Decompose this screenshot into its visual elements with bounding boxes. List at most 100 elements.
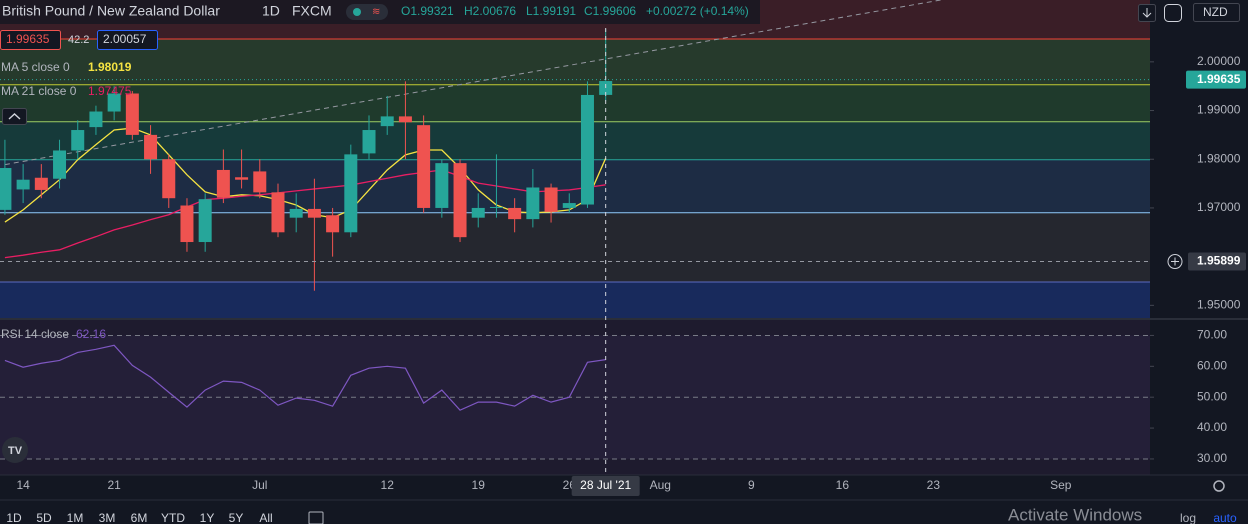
watermark: Activate Windows [1008, 505, 1142, 524]
rsi-axis [1150, 320, 1248, 475]
candle-body [271, 192, 285, 233]
candle-body [562, 203, 576, 208]
candle-body [53, 150, 67, 179]
candle-body [344, 154, 358, 233]
candle-body [508, 207, 522, 220]
candle-body [89, 111, 103, 128]
timeframe-button[interactable]: 1M [67, 511, 84, 524]
candle-body [125, 93, 139, 135]
x-tick-label: 9 [748, 478, 755, 492]
currency: NZD [1203, 5, 1228, 19]
candle-body [144, 134, 158, 160]
candle-body [198, 199, 212, 243]
y-tick-label: 40.00 [1197, 420, 1227, 434]
exchange: FXCM [292, 3, 332, 19]
candle-body [580, 94, 594, 205]
crosshair-price-label: 1.95899 [1197, 254, 1241, 268]
moving-average [4, 169, 606, 259]
candle-body [453, 163, 467, 238]
ohlc-open: O1.99321 [401, 4, 454, 18]
ma5-legend: MA 5 close 0 [1, 60, 70, 74]
last-price-label: 1.99635 [1197, 72, 1241, 86]
bottom-toolbar [0, 500, 1248, 524]
logo-mark: TV [8, 445, 23, 457]
timeframe-button[interactable]: 1Y [200, 511, 215, 524]
y-tick-label: 1.98000 [1197, 151, 1241, 165]
candle-body [489, 206, 503, 208]
candle-body [471, 207, 485, 218]
candle-body [34, 177, 48, 190]
moving-average [4, 127, 607, 223]
ohlc-low: L1.99191 [526, 4, 576, 18]
crosshair-time-label: 28 Jul '21 [580, 478, 631, 492]
timeframe-button[interactable]: 5Y [229, 511, 244, 524]
bid-box[interactable] [0, 30, 61, 50]
ask: 2.00057 [103, 32, 147, 46]
status-pill[interactable] [346, 4, 388, 20]
candle-body [417, 125, 431, 208]
level-band [0, 121, 1150, 160]
x-tick-label: Sep [1050, 478, 1072, 492]
candle-body [398, 116, 412, 123]
market-status [353, 8, 361, 16]
candle-body [162, 159, 176, 199]
candle-body [362, 130, 376, 154]
symbol: British Pound / New Zealand Dollar [2, 3, 220, 19]
y-tick-label: 30.00 [1197, 451, 1227, 465]
candle-body [0, 168, 12, 210]
ohlc-high: H2.00676 [464, 4, 516, 18]
rsi-line [4, 344, 606, 411]
ma5-value: 1.98019 [88, 60, 132, 74]
y-tick-label: 70.00 [1197, 328, 1227, 342]
candle-body [380, 116, 394, 127]
level-band [0, 38, 1150, 85]
ma21-value: 1.97475 [88, 84, 132, 98]
candle-body [526, 187, 540, 220]
timeframe-button[interactable]: 1D [6, 511, 22, 524]
x-tick-label: 12 [381, 478, 395, 492]
timeframe-button[interactable]: YTD [161, 511, 185, 524]
candle-body [544, 187, 558, 212]
candle-body [16, 179, 30, 190]
timeframe-button[interactable]: All [259, 511, 272, 524]
level-band [0, 84, 1150, 122]
level-band [0, 281, 1150, 318]
settings-icon[interactable] [1213, 480, 1225, 492]
currency-button[interactable] [1193, 3, 1240, 22]
candle-body [326, 215, 340, 233]
candle-body [253, 171, 267, 193]
candle-body [107, 93, 121, 112]
x-tick-label: Jul [252, 478, 267, 492]
date-range-icon[interactable] [308, 511, 324, 524]
interval[interactable]: 1D [262, 3, 280, 19]
scale-mode[interactable]: log [1180, 511, 1196, 524]
candle-body [307, 208, 321, 218]
y-tick-label: 50.00 [1197, 389, 1227, 403]
spread: 42.2 [68, 34, 89, 46]
scale-mode[interactable]: auto [1213, 511, 1237, 524]
y-tick-label: 1.95000 [1197, 298, 1241, 312]
candle-body [289, 208, 303, 218]
logo [2, 437, 28, 463]
y-tick-label: 1.97000 [1197, 200, 1241, 214]
x-tick-label: 19 [472, 478, 486, 492]
collapse-legend[interactable] [2, 108, 27, 125]
ask-box[interactable] [97, 30, 158, 50]
x-tick-label: 14 [16, 478, 30, 492]
candle-body [180, 205, 194, 243]
y-tick-label: 1.99000 [1197, 103, 1241, 117]
rsi-value: 62.16 [76, 327, 106, 341]
x-tick-label: 23 [927, 478, 941, 492]
timeframe-button[interactable]: 3M [99, 511, 116, 524]
fullscreen-button[interactable] [1164, 4, 1182, 22]
bid: 1.99635 [6, 32, 50, 46]
timeframe-button[interactable]: 5D [36, 511, 52, 524]
rsi-legend: RSI 14 close [1, 327, 69, 341]
y-tick-label: 60.00 [1197, 358, 1227, 372]
x-tick-label: 16 [836, 478, 850, 492]
timeframe-button[interactable]: 6M [131, 511, 148, 524]
candle-body [216, 169, 230, 198]
